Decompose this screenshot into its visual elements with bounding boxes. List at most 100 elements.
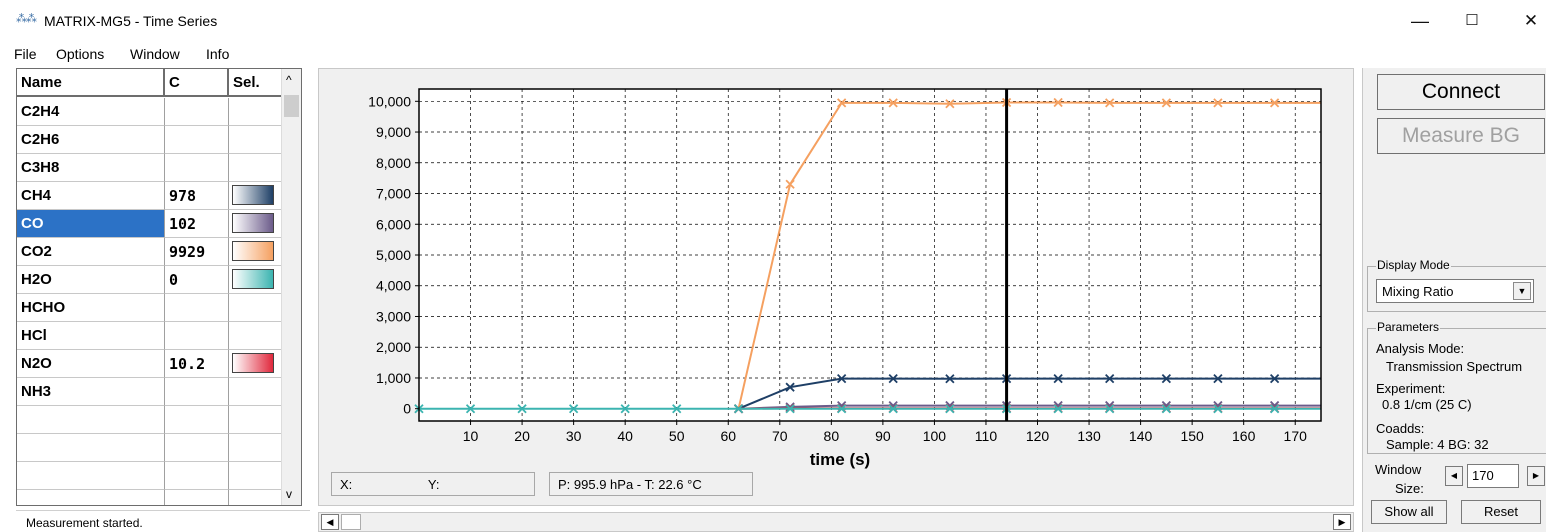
window-size-input[interactable]: 170: [1467, 464, 1519, 488]
y-tick-label: 2,000: [376, 339, 411, 355]
series-color-swatch[interactable]: [232, 269, 274, 289]
x-readout: X:: [340, 477, 353, 492]
experiment-value: 0.8 1/cm (25 C): [1382, 397, 1472, 412]
data-point-marker: [1269, 98, 1280, 108]
scroll-left-icon[interactable]: ◀: [321, 514, 339, 530]
measure-bg-button[interactable]: Measure BG: [1377, 118, 1545, 154]
table-row-name[interactable]: C2H4: [17, 98, 165, 126]
window-size-decrease-button[interactable]: ◀: [1445, 466, 1463, 486]
time-series-chart-panel: 0 1,000 2,000 3,000 4,000 5,000 6,000 7,000 8,00…: [318, 68, 1354, 506]
table-row-select[interactable]: [229, 266, 283, 294]
data-point-marker: [1105, 374, 1115, 384]
table-row-name[interactable]: NH3: [17, 378, 165, 406]
data-point-marker: [837, 373, 847, 384]
table-row-name[interactable]: [17, 434, 165, 462]
matrix-app-icon: ⁂⁂: [16, 13, 37, 25]
x-tick-label: 140: [1129, 428, 1153, 444]
table-row-select[interactable]: [229, 238, 283, 266]
table-row-name[interactable]: [17, 462, 165, 490]
table-row-value: 9929: [165, 238, 229, 266]
series-line: [737, 101, 1321, 409]
data-point-marker: [1269, 374, 1280, 384]
window-title: MATRIX-MG5 - Time Series: [44, 13, 218, 29]
column-header[interactable]: Sel.: [229, 69, 283, 97]
menu-options[interactable]: Options: [56, 46, 105, 62]
reset-button[interactable]: Reset: [1461, 500, 1541, 524]
x-tick-label: 40: [617, 428, 633, 444]
status-text: Measurement started.: [26, 516, 143, 530]
table-row-select[interactable]: [229, 378, 283, 406]
x-tick-label: 30: [566, 428, 582, 444]
title-bar: ⁂⁂ MATRIX-MG5 - Time Series ☐ — ✕: [0, 0, 1546, 42]
menu-window[interactable]: Window: [130, 46, 180, 62]
y-tick-label: 4,000: [376, 278, 411, 294]
table-row-select[interactable]: [229, 210, 283, 238]
table-row-name[interactable]: [17, 490, 165, 505]
table-row-value: [165, 126, 229, 154]
table-scrollbar[interactable]: ^ v: [281, 69, 301, 505]
series-color-swatch[interactable]: [232, 213, 274, 233]
y-tick-label: 5,000: [376, 247, 411, 263]
table-row-select[interactable]: [229, 490, 283, 505]
table-row-name[interactable]: N2O: [17, 350, 165, 378]
table-row-name[interactable]: HCl: [17, 322, 165, 350]
minimize-icon[interactable]: —: [1411, 11, 1429, 31]
scroll-right-icon[interactable]: ▶: [1333, 514, 1351, 530]
show-all-button[interactable]: Show all: [1371, 500, 1447, 524]
y-tick-label: 10,000: [368, 93, 411, 109]
status-bar: Measurement started.: [16, 510, 310, 532]
table-row-name[interactable]: HCHO: [17, 294, 165, 322]
time-series-chart[interactable]: 0 1,000 2,000 3,000 4,000 5,000 6,000 7,000 8,00…: [319, 69, 1353, 469]
table-row-name[interactable]: CO: [17, 210, 165, 238]
chevron-down-icon[interactable]: ▼: [1513, 282, 1531, 300]
x-tick-label: 170: [1284, 428, 1308, 444]
series-color-swatch[interactable]: [232, 353, 274, 373]
series-color-swatch[interactable]: [232, 241, 274, 261]
scroll-down-icon[interactable]: v: [286, 487, 292, 501]
table-row-name[interactable]: C2H6: [17, 126, 165, 154]
data-point-marker: [1053, 374, 1063, 384]
chart-horizontal-scrollbar[interactable]: ◀ ▶: [318, 512, 1354, 532]
x-tick-label: 160: [1232, 428, 1256, 444]
table-row-value: 0: [165, 266, 229, 294]
table-row-name[interactable]: CH4: [17, 182, 165, 210]
table-row-name[interactable]: CO2: [17, 238, 165, 266]
data-point-marker: [785, 404, 795, 414]
scroll-up-icon[interactable]: ^: [286, 73, 292, 87]
table-row-name[interactable]: C3H8: [17, 154, 165, 182]
x-tick-label: 80: [824, 428, 840, 444]
table-row-select[interactable]: [229, 434, 283, 462]
table-row-name[interactable]: [17, 406, 165, 434]
column-header[interactable]: C: [165, 69, 229, 97]
table-row-value: [165, 322, 229, 350]
table-row-select[interactable]: [229, 154, 283, 182]
x-tick-label: 120: [1026, 428, 1050, 444]
series-color-swatch[interactable]: [232, 185, 274, 205]
chart-scroll-thumb[interactable]: [341, 514, 361, 530]
display-mode-title: Display Mode: [1376, 258, 1451, 272]
table-row-select[interactable]: [229, 98, 283, 126]
table-row-select[interactable]: [229, 462, 283, 490]
table-row-select[interactable]: [229, 350, 283, 378]
data-point-marker: [1105, 98, 1115, 108]
table-row-select[interactable]: [229, 126, 283, 154]
menu-file[interactable]: File: [14, 46, 37, 62]
gas-table[interactable]: Name C Sel. C2H4 C2H6 C3H8 CH4 978 CO 102 CO2 9929 H…: [16, 68, 302, 506]
table-row-select[interactable]: [229, 322, 283, 350]
table-row-name[interactable]: H2O: [17, 266, 165, 294]
column-header[interactable]: Name: [17, 69, 165, 97]
table-scroll-thumb[interactable]: [284, 95, 299, 117]
maximize-icon[interactable]: ☐: [1465, 12, 1479, 29]
menu-info[interactable]: Info: [206, 46, 230, 62]
close-icon[interactable]: ✕: [1523, 11, 1539, 30]
data-point-marker: [1269, 404, 1280, 414]
connect-button[interactable]: Connect: [1377, 74, 1545, 110]
table-row-select[interactable]: [229, 406, 283, 434]
table-row-select[interactable]: [229, 182, 283, 210]
table-row-select[interactable]: [229, 294, 283, 322]
x-tick-label: 60: [720, 428, 736, 444]
y-tick-label: 0: [403, 401, 411, 417]
y-tick-label: 1,000: [376, 370, 411, 386]
window-size-increase-button[interactable]: ▶: [1527, 466, 1545, 486]
display-mode-select[interactable]: Mixing Ratio ▼: [1376, 279, 1534, 303]
